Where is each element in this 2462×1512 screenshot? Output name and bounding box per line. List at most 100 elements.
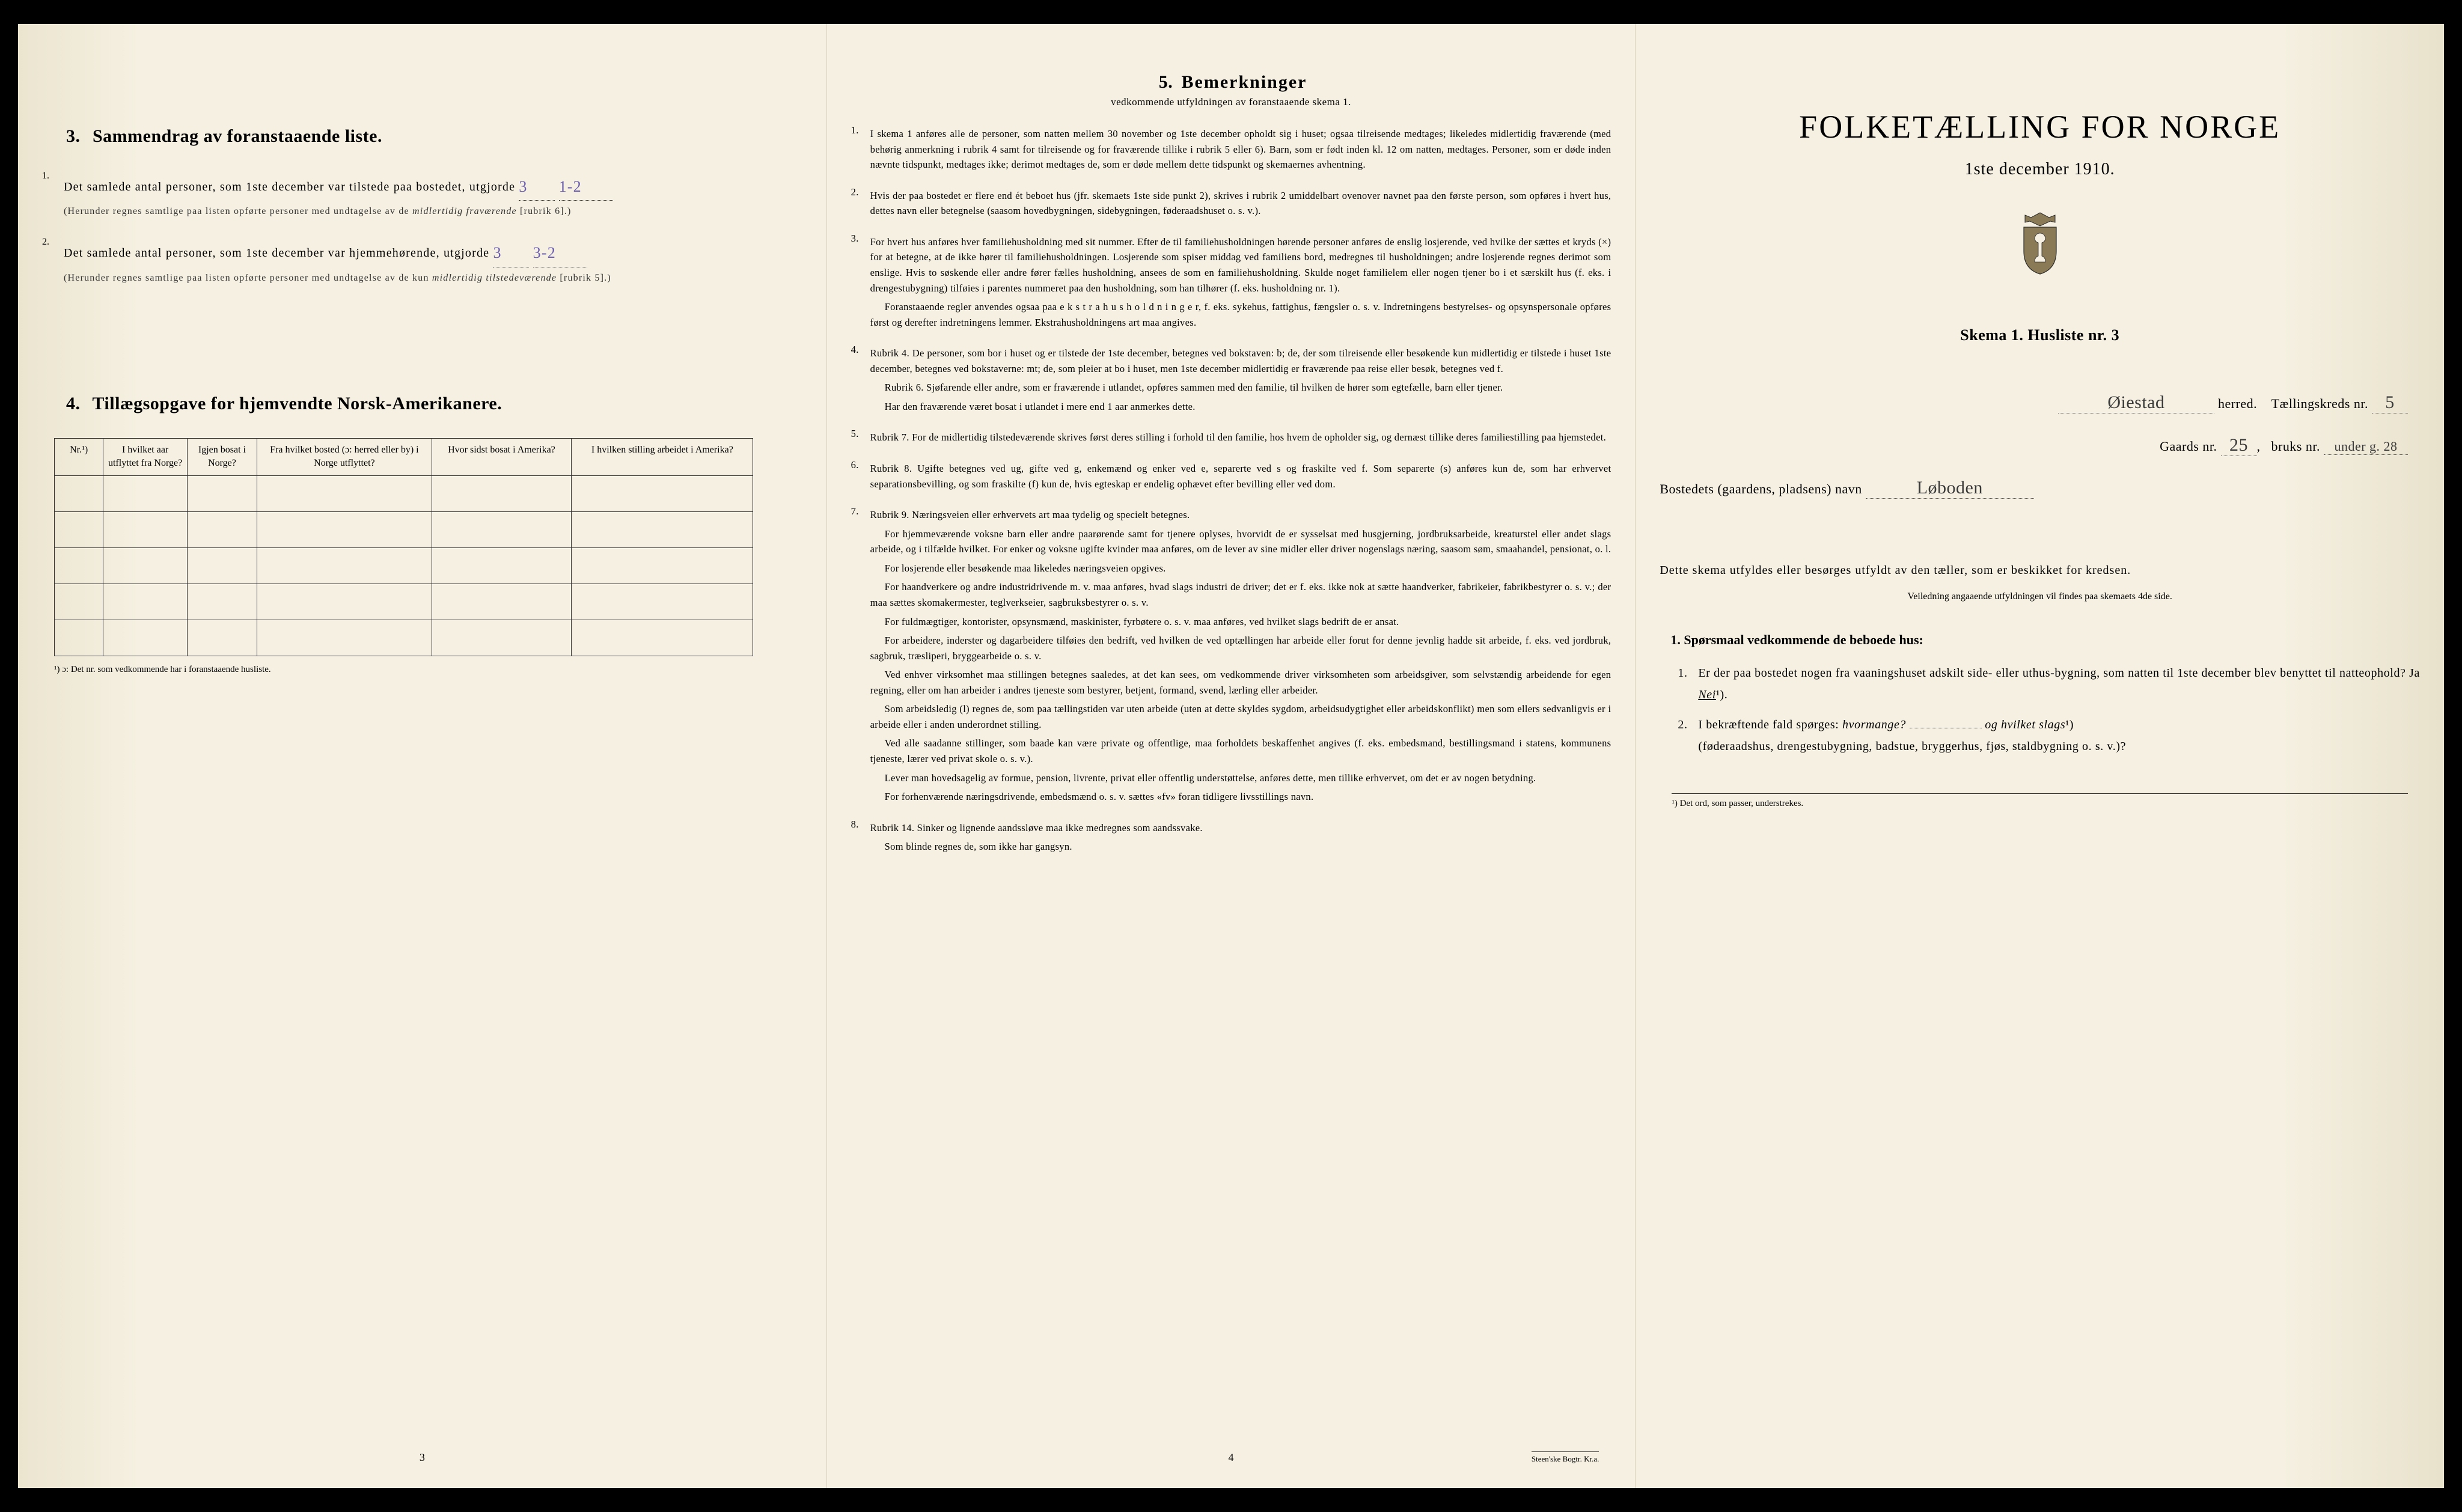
section-3-num: 3. <box>66 126 88 147</box>
q2-num: 2. <box>1678 714 1698 757</box>
rule-item: 6.Rubrik 8. Ugifte betegnes ved ug, gift… <box>851 457 1611 495</box>
bosted-line: Bostedets (gaardens, pladsens) navn Løbo… <box>1660 478 2420 499</box>
rule-item: 4.Rubrik 4. De personer, som bor i huset… <box>851 342 1611 418</box>
page-4-remarks: 5. Bemerkninger vedkommende utfyldningen… <box>827 24 1636 1488</box>
printer-credit: Steen'ske Bogtr. Kr.a. <box>1532 1451 1599 1464</box>
question-2: 2. I bekræftende fald spørges: hvormange… <box>1678 714 2420 757</box>
rule-item: 8.Rubrik 14. Sinker og lignende aandsslø… <box>851 817 1611 858</box>
item-2-value-a: 3 <box>493 238 501 267</box>
americans-table: Nr.¹) I hvilket aar utflyttet fra Norge?… <box>54 438 753 656</box>
rule-text: Hvis der paa bostedet er flere end ét be… <box>870 184 1611 222</box>
bruks-value: under g. 28 <box>2324 439 2408 455</box>
q-heading-num: 1. <box>1670 632 1681 647</box>
col-nr: Nr.¹) <box>55 438 103 475</box>
summary-item-1: 1. Det samlede antal personer, som 1ste … <box>42 171 802 219</box>
page-4-number: 4 <box>1229 1451 1234 1464</box>
skema-label: Skema 1. Husliste nr. <box>1960 326 2107 344</box>
item-2-value-b: 3-2 <box>533 238 556 267</box>
section-3-heading: 3. Sammendrag av foranstaaende liste. <box>66 126 802 147</box>
section-5-title: Bemerkninger <box>1182 72 1307 92</box>
section-4-num: 4. <box>66 394 88 414</box>
item-1-num: 1. <box>42 171 64 219</box>
gaard-value: 25 <box>2221 435 2257 456</box>
census-date: 1ste december 1910. <box>1660 160 2420 179</box>
col-where-us: Hvor sidst bosat i Amerika? <box>432 438 572 475</box>
item-1-label: Det samlede antal personer, som 1ste dec… <box>64 180 515 194</box>
item-1-text: Det samlede antal personer, som 1ste dec… <box>64 171 802 219</box>
item-2-text: Det samlede antal personer, som 1ste dec… <box>64 237 802 285</box>
item-1-value-a: 3 <box>519 172 527 201</box>
table-row <box>55 511 753 547</box>
rule-text: Rubrik 8. Ugifte betegnes ved ug, gifte … <box>870 457 1611 495</box>
rule-text: Rubrik 7. For de midlertidig tilstedevær… <box>870 426 1611 449</box>
rule-text: I skema 1 anføres alle de personer, som … <box>870 123 1611 176</box>
item-2-fill-a: 3 <box>493 237 529 267</box>
page-3-number: 3 <box>420 1451 425 1464</box>
table-header-row: Nr.¹) I hvilket aar utflyttet fra Norge?… <box>55 438 753 475</box>
page-3-summary: 3. Sammendrag av foranstaaende liste. 1.… <box>18 24 827 1488</box>
section-4-heading: 4. Tillægsopgave for hjemvendte Norsk-Am… <box>66 394 802 414</box>
kreds-value: 5 <box>2372 392 2408 413</box>
q1-num: 1. <box>1678 662 1698 706</box>
col-year-out: I hvilket aar utflyttet fra Norge? <box>103 438 187 475</box>
section-3-title: Sammendrag av foranstaaende liste. <box>93 126 382 146</box>
rule-item: 5.Rubrik 7. For de midlertidig tilstedev… <box>851 426 1611 449</box>
rule-item: 2.Hvis der paa bostedet er flere end ét … <box>851 184 1611 222</box>
col-from: Fra hvilket bosted (ɔ: herred eller by) … <box>257 438 432 475</box>
item-2-label: Det samlede antal personer, som 1ste dec… <box>64 246 489 260</box>
question-1: 1. Er der paa bostedet nogen fra vaaning… <box>1678 662 2420 706</box>
herred-value: Øiestad <box>2058 392 2214 413</box>
instruction-text: Dette skema utfyldes eller besørges utfy… <box>1660 559 2420 582</box>
item-2-fill-b: 3-2 <box>533 237 587 267</box>
herred-line: Øiestad herred. Tællingskreds nr. 5 <box>1660 392 2420 413</box>
table-row <box>55 584 753 620</box>
section-5-heading: 5. Bemerkninger <box>851 72 1611 93</box>
rule-num: 6. <box>851 457 870 495</box>
husliste-nr-value: 3 <box>2112 326 2120 344</box>
page-1-title: FOLKETÆLLING FOR NORGE 1ste december 191… <box>1636 24 2444 1488</box>
table-footnote: ¹) ɔ: Det nr. som vedkommende har i fora… <box>54 665 790 675</box>
rule-num: 8. <box>851 817 870 858</box>
q1-answer: Nei <box>1698 688 1716 701</box>
rule-item: 7.Rubrik 9. Næringsveien eller erhvervet… <box>851 504 1611 808</box>
census-main-title: FOLKETÆLLING FOR NORGE <box>1660 108 2420 145</box>
skema-line: Skema 1. Husliste nr. 3 <box>1660 326 2420 344</box>
rule-item: 3.For hvert hus anføres hver familiehush… <box>851 231 1611 334</box>
rule-num: 4. <box>851 342 870 418</box>
item-1-fill-b: 1-2 <box>559 171 613 201</box>
col-back: Igjen bosat i Norge? <box>187 438 257 475</box>
bosted-value: Løboden <box>1866 478 2034 499</box>
summary-item-2: 2. Det samlede antal personer, som 1ste … <box>42 237 802 285</box>
gaard-line: Gaards nr. 25, bruks nr. under g. 28 <box>1660 435 2420 456</box>
rule-item: 1.I skema 1 anføres alle de personer, so… <box>851 123 1611 176</box>
kreds-label: Tællingskreds nr. <box>2271 396 2368 411</box>
question-heading: 1. Spørsmaal vedkommende de beboede hus: <box>1670 632 2420 648</box>
section-5-num: 5. <box>1155 72 1177 93</box>
bosted-label: Bostedets (gaardens, pladsens) navn <box>1660 481 1862 496</box>
rule-num: 7. <box>851 504 870 808</box>
q2-text: I bekræftende fald spørges: hvormange? o… <box>1698 714 2420 757</box>
rule-text: Rubrik 4. De personer, som bor i huset o… <box>870 342 1611 418</box>
item-1-note: (Herunder regnes samtlige paa listen opf… <box>64 204 802 219</box>
rule-num: 3. <box>851 231 870 334</box>
rule-text: Rubrik 14. Sinker og lignende aandssløve… <box>870 817 1611 858</box>
right-footnote: ¹) Det ord, som passer, understrekes. <box>1672 793 2408 809</box>
norway-crest-icon <box>1660 209 2420 278</box>
rule-num: 2. <box>851 184 870 222</box>
gaard-label: Gaards nr. <box>2160 439 2217 454</box>
table-row <box>55 475 753 511</box>
q-heading-text: Spørsmaal vedkommende de beboede hus: <box>1684 632 1923 647</box>
guidance-note: Veiledning angaaende utfyldningen vil fi… <box>1660 591 2420 602</box>
rules-list: 1.I skema 1 anføres alle de personer, so… <box>851 123 1611 858</box>
rule-text: Rubrik 9. Næringsveien eller erhvervets … <box>870 504 1611 808</box>
herred-label: herred. <box>2218 396 2257 411</box>
bruks-label: bruks nr. <box>2271 439 2321 454</box>
rule-num: 1. <box>851 123 870 176</box>
section-4-title: Tillægsopgave for hjemvendte Norsk-Ameri… <box>92 394 502 413</box>
item-1-fill-a: 3 <box>519 171 555 201</box>
item-1-value-b: 1-2 <box>559 172 582 201</box>
table-row <box>55 620 753 656</box>
q1-text: Er der paa bostedet nogen fra vaaningshu… <box>1698 662 2420 706</box>
rule-num: 5. <box>851 426 870 449</box>
col-occupation-us: I hvilken stilling arbeidet i Amerika? <box>572 438 753 475</box>
